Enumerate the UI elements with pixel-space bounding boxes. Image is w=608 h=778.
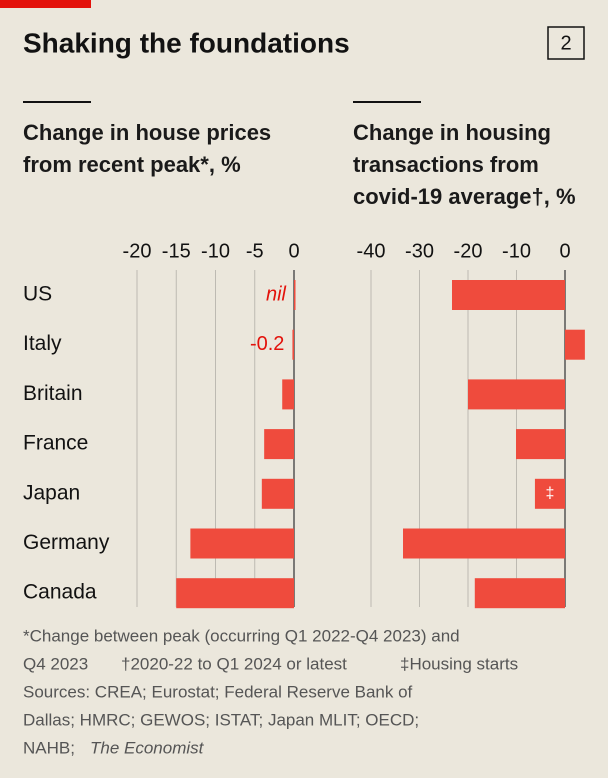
subtitle: from recent peak*, % — [23, 152, 241, 177]
annotation: ‡ — [546, 485, 555, 502]
bar — [282, 379, 294, 410]
bar — [474, 578, 565, 609]
badge: 2 — [560, 32, 571, 54]
value-label: -0.2 — [250, 333, 284, 355]
x-tick-label: -10 — [502, 240, 531, 262]
sources: NAHB; — [23, 738, 75, 757]
bar — [292, 329, 294, 360]
x-tick-label: -20 — [123, 240, 152, 262]
footnote: ‡Housing starts — [400, 654, 518, 673]
bar — [403, 528, 565, 559]
sources: The Economist — [90, 738, 205, 757]
footnote: †2020-22 to Q1 2024 or latest — [121, 654, 347, 673]
category-label: US — [23, 283, 52, 306]
bar — [190, 528, 294, 559]
bar — [261, 478, 294, 509]
category-label: Japan — [23, 481, 80, 504]
category-label: Britain — [23, 382, 83, 405]
x-tick-label: -10 — [201, 240, 230, 262]
bar — [516, 429, 565, 460]
bar — [451, 280, 565, 310]
x-tick-label: -40 — [357, 240, 386, 262]
x-tick-label: 0 — [288, 240, 299, 262]
x-tick-label: -5 — [246, 240, 264, 262]
category-label: Italy — [23, 332, 62, 355]
brand-bar — [0, 0, 91, 8]
subtitle: transactions from — [353, 152, 539, 177]
chart-title: Shaking the foundations — [23, 27, 350, 58]
category-label: France — [23, 432, 88, 455]
sources: Dallas; HMRC; GEWOS; ISTAT; Japan MLIT; … — [23, 710, 419, 729]
badge-box — [547, 26, 585, 60]
value-label: nil — [266, 283, 287, 305]
x-tick-label: -20 — [454, 240, 483, 262]
x-tick-label: -15 — [162, 240, 191, 262]
category-label: Canada — [23, 581, 97, 604]
bar — [534, 478, 565, 509]
bar — [264, 429, 294, 460]
footnote: *Change between peak (occurring Q1 2022-… — [23, 626, 460, 645]
bar — [294, 280, 296, 310]
x-tick-label: 0 — [559, 240, 570, 262]
sources: Sources: CREA; Eurostat; Federal Reserve… — [23, 682, 413, 701]
subtitle: Change in house prices — [23, 120, 271, 145]
footnote: Q4 2023 — [23, 654, 88, 673]
subtitle: Change in housing — [353, 120, 551, 145]
bar — [176, 578, 294, 609]
bar — [565, 329, 585, 360]
x-tick-label: -30 — [405, 240, 434, 262]
bar — [468, 379, 565, 410]
subtitle: covid-19 average†, % — [353, 184, 576, 209]
category-label: Germany — [23, 531, 110, 554]
